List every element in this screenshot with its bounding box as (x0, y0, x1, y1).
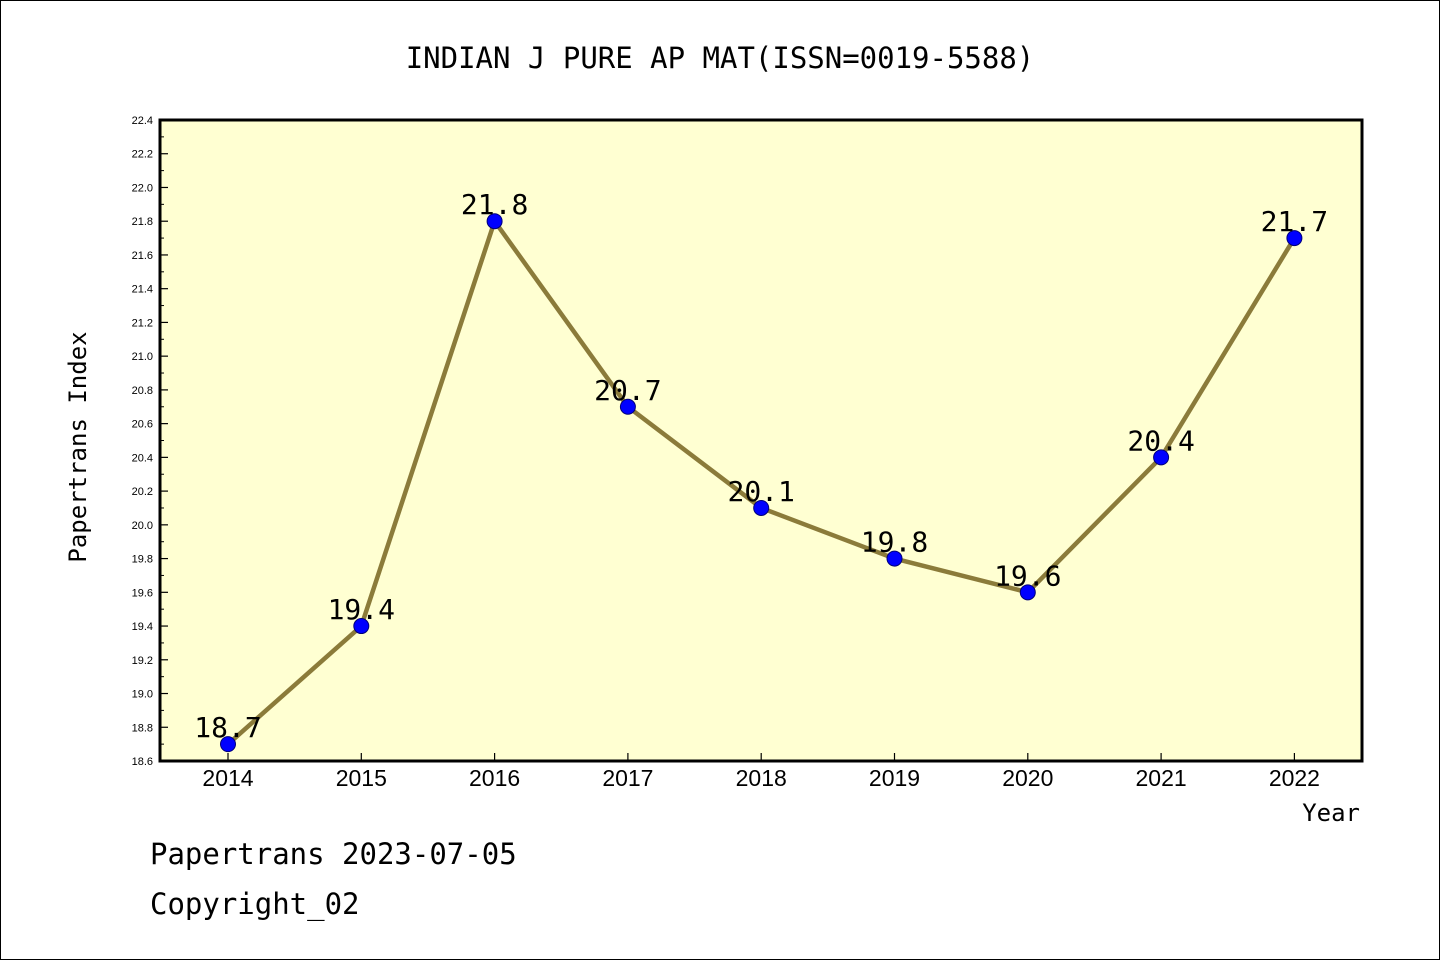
y-axis: 18.6 18.8 19.0 19.2 19.4 19.6 19.8 20.0 20.2 20.4… (132, 115, 168, 768)
data-label: 20.7 (594, 374, 661, 407)
y-tick-label: 21.0 (132, 351, 153, 363)
y-tick-label: 21.2 (132, 317, 153, 329)
data-point (753, 499, 770, 516)
y-tick-label: 20.2 (132, 486, 153, 498)
data-label-layer: 18.7 19.4 21.8 20.7 20.1 19.8 19.6 20.4 21.7 (194, 188, 1328, 744)
data-label: 20.1 (727, 475, 794, 508)
data-label: 20.4 (1127, 424, 1194, 457)
y-tick-label: 19.4 (132, 621, 153, 633)
y-tick-label: 22.4 (132, 115, 153, 127)
y-tick-label: 19.0 (132, 689, 153, 701)
data-point (353, 618, 370, 635)
y-tick-label: 22.0 (132, 182, 153, 194)
x-tick-label: 2014 (202, 765, 253, 791)
data-point (1019, 584, 1036, 601)
y-tick-label: 21.6 (132, 250, 153, 262)
x-tick-label: 2021 (1136, 765, 1187, 791)
y-tick-label: 20.0 (132, 520, 153, 532)
x-tick-label: 2018 (736, 765, 787, 791)
data-label: 21.7 (1261, 205, 1328, 238)
x-tick-label: 2016 (469, 765, 520, 791)
x-tick-label: 2022 (1269, 765, 1320, 791)
x-tick-label: 2019 (869, 765, 920, 791)
y-tick-label: 21.4 (132, 284, 153, 296)
data-point (1286, 230, 1303, 247)
y-tick-label: 18.8 (132, 722, 153, 734)
y-tick-label: 21.8 (132, 216, 153, 228)
x-tick-label: 2017 (602, 765, 653, 791)
data-point (886, 550, 903, 567)
data-point (220, 736, 236, 753)
data-label: 19.6 (994, 559, 1061, 592)
y-tick-label: 19.8 (132, 554, 153, 566)
y-tick-label: 20.8 (132, 385, 153, 397)
chart-title: INDIAN J PURE AP MAT(ISSN=0019-5588) (406, 41, 1035, 75)
data-label: 18.7 (194, 711, 261, 744)
data-label: 19.8 (861, 526, 928, 559)
x-axis: 2014 2015 2016 2017 2018 2019 2020 2021 2022 (202, 753, 1320, 791)
data-label: 19.4 (328, 593, 395, 626)
data-label: 21.8 (461, 188, 528, 221)
y-tick-label: 20.4 (132, 452, 153, 464)
y-tick-label: 18.6 (132, 756, 153, 768)
y-tick-label: 19.6 (132, 587, 153, 599)
data-point (1153, 449, 1170, 466)
y-tick-label: 20.6 (132, 419, 153, 431)
y-axis-label: Papertrans Index (64, 331, 92, 562)
x-tick-label: 2020 (1002, 765, 1053, 791)
y-tick-label: 22.2 (132, 149, 153, 161)
x-axis-label: Year (1302, 799, 1360, 827)
marker-layer (220, 213, 1303, 753)
data-point (486, 213, 503, 230)
plot-area (158, 118, 1364, 763)
footer-copyright: Copyright_02 (150, 887, 360, 922)
footer-date: Papertrans 2023-07-05 (150, 837, 517, 871)
y-tick-label: 19.2 (132, 655, 153, 667)
data-point (619, 398, 636, 415)
x-tick-label: 2015 (336, 765, 387, 791)
